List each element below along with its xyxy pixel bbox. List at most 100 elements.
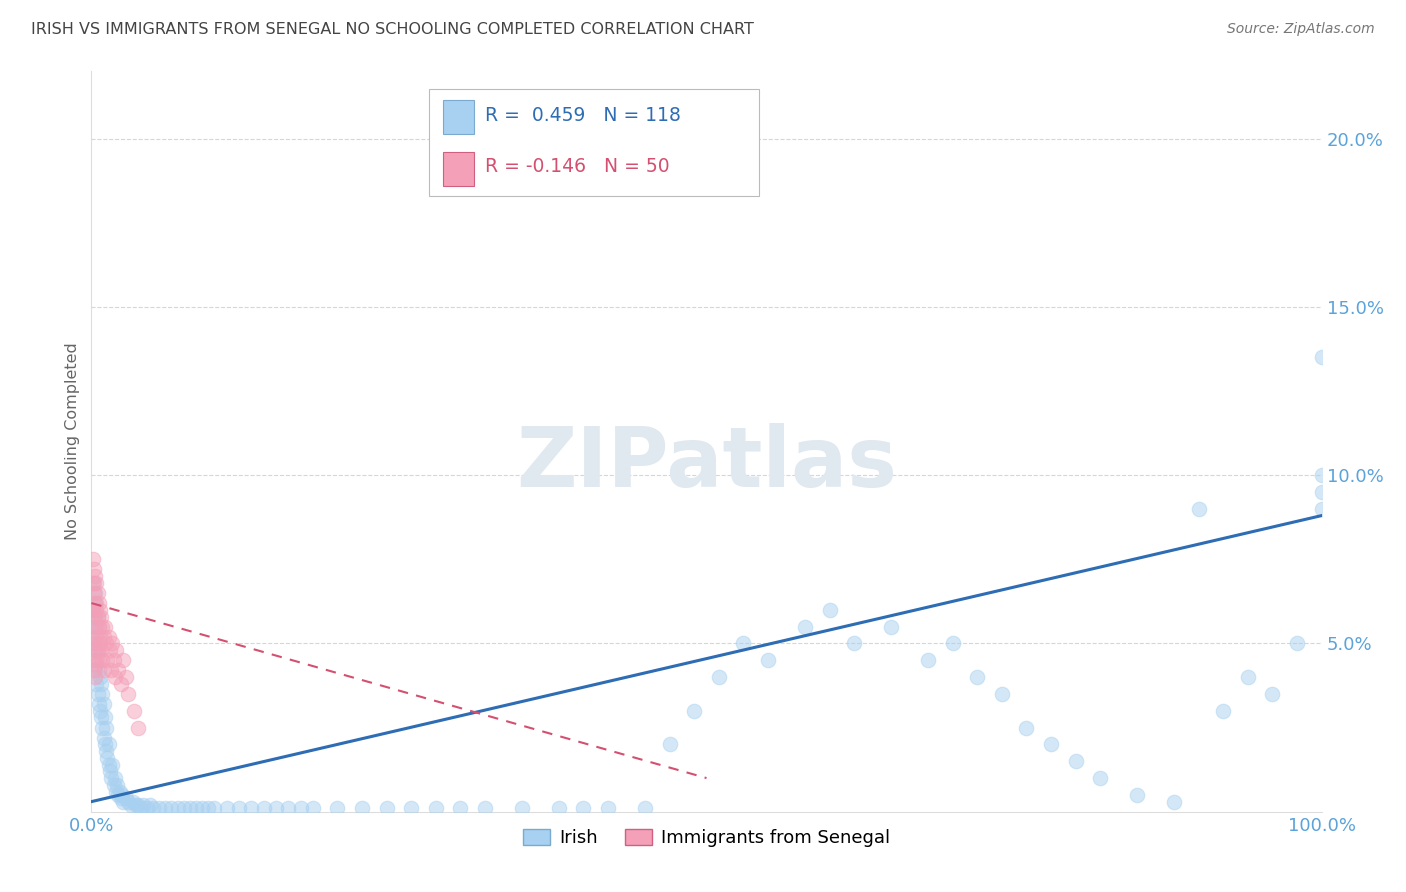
Point bbox=[425, 801, 447, 815]
Point bbox=[818, 603, 841, 617]
Point bbox=[84, 670, 107, 684]
Point bbox=[707, 670, 730, 684]
Point bbox=[1187, 501, 1209, 516]
Point bbox=[97, 630, 120, 644]
Point bbox=[917, 653, 939, 667]
Point bbox=[84, 609, 107, 624]
Point bbox=[1064, 754, 1087, 768]
Point bbox=[84, 664, 107, 678]
Point bbox=[129, 801, 152, 815]
Point bbox=[547, 801, 569, 815]
Point bbox=[86, 609, 108, 624]
Point bbox=[160, 801, 183, 815]
Point bbox=[90, 609, 112, 624]
Point bbox=[82, 552, 104, 566]
Point bbox=[399, 801, 422, 815]
Point bbox=[202, 801, 225, 815]
Point bbox=[84, 619, 107, 633]
Point bbox=[105, 784, 127, 798]
Point bbox=[86, 586, 108, 600]
Point bbox=[101, 636, 124, 650]
Point bbox=[94, 710, 117, 724]
Point bbox=[87, 697, 110, 711]
Point bbox=[301, 801, 323, 815]
Point bbox=[94, 619, 117, 633]
Point bbox=[1039, 738, 1063, 752]
Point bbox=[90, 677, 112, 691]
Point bbox=[89, 603, 111, 617]
Point bbox=[793, 619, 815, 633]
Point bbox=[142, 801, 165, 815]
Point bbox=[82, 619, 104, 633]
Point bbox=[87, 596, 110, 610]
Point bbox=[114, 670, 138, 684]
Point bbox=[93, 630, 115, 644]
Text: R = -0.146   N = 50: R = -0.146 N = 50 bbox=[485, 157, 669, 177]
Point bbox=[86, 630, 108, 644]
Point bbox=[84, 636, 107, 650]
Point bbox=[104, 771, 127, 785]
Point bbox=[108, 784, 131, 798]
Point bbox=[449, 801, 471, 815]
Point bbox=[86, 677, 108, 691]
Point bbox=[86, 619, 108, 633]
Point bbox=[1237, 670, 1260, 684]
Point bbox=[941, 636, 963, 650]
Point bbox=[1285, 636, 1308, 650]
Point bbox=[277, 801, 299, 815]
Point bbox=[510, 801, 533, 815]
Point bbox=[94, 738, 117, 752]
Point bbox=[110, 791, 132, 805]
Point bbox=[127, 721, 149, 735]
Point bbox=[86, 653, 108, 667]
Point bbox=[166, 801, 188, 815]
Point bbox=[683, 704, 706, 718]
Point bbox=[197, 801, 219, 815]
Point bbox=[83, 586, 105, 600]
Point bbox=[1261, 687, 1284, 701]
Point bbox=[112, 653, 135, 667]
Point bbox=[110, 677, 132, 691]
Point bbox=[1088, 771, 1111, 785]
Point bbox=[82, 636, 104, 650]
Point bbox=[173, 801, 195, 815]
Point bbox=[1212, 704, 1234, 718]
Point bbox=[966, 670, 988, 684]
Point bbox=[84, 643, 107, 657]
Point bbox=[634, 801, 657, 815]
Point bbox=[100, 771, 122, 785]
Point bbox=[91, 721, 114, 735]
Point bbox=[86, 687, 108, 701]
Point bbox=[572, 801, 595, 815]
Point bbox=[83, 575, 105, 590]
Point bbox=[105, 643, 127, 657]
Point bbox=[103, 778, 125, 792]
Point bbox=[89, 630, 111, 644]
Point bbox=[1015, 721, 1038, 735]
Point bbox=[87, 619, 110, 633]
Point bbox=[1126, 788, 1149, 802]
Point bbox=[842, 636, 865, 650]
Point bbox=[86, 596, 108, 610]
Point bbox=[596, 801, 619, 815]
Point bbox=[93, 731, 115, 745]
Point bbox=[191, 801, 214, 815]
Point bbox=[107, 664, 129, 678]
Point bbox=[240, 801, 263, 815]
Point bbox=[83, 609, 105, 624]
Point bbox=[87, 653, 110, 667]
Point bbox=[114, 791, 138, 805]
Text: Source: ZipAtlas.com: Source: ZipAtlas.com bbox=[1227, 22, 1375, 37]
Point bbox=[101, 757, 124, 772]
Point bbox=[253, 801, 276, 815]
Point bbox=[83, 619, 105, 633]
Point bbox=[112, 795, 135, 809]
Point bbox=[82, 603, 104, 617]
Point bbox=[100, 664, 122, 678]
Point bbox=[733, 636, 755, 650]
Point bbox=[91, 687, 114, 701]
Point bbox=[117, 687, 139, 701]
Point bbox=[96, 636, 117, 650]
Text: IRISH VS IMMIGRANTS FROM SENEGAL NO SCHOOLING COMPLETED CORRELATION CHART: IRISH VS IMMIGRANTS FROM SENEGAL NO SCHO… bbox=[31, 22, 754, 37]
Point bbox=[82, 603, 104, 617]
